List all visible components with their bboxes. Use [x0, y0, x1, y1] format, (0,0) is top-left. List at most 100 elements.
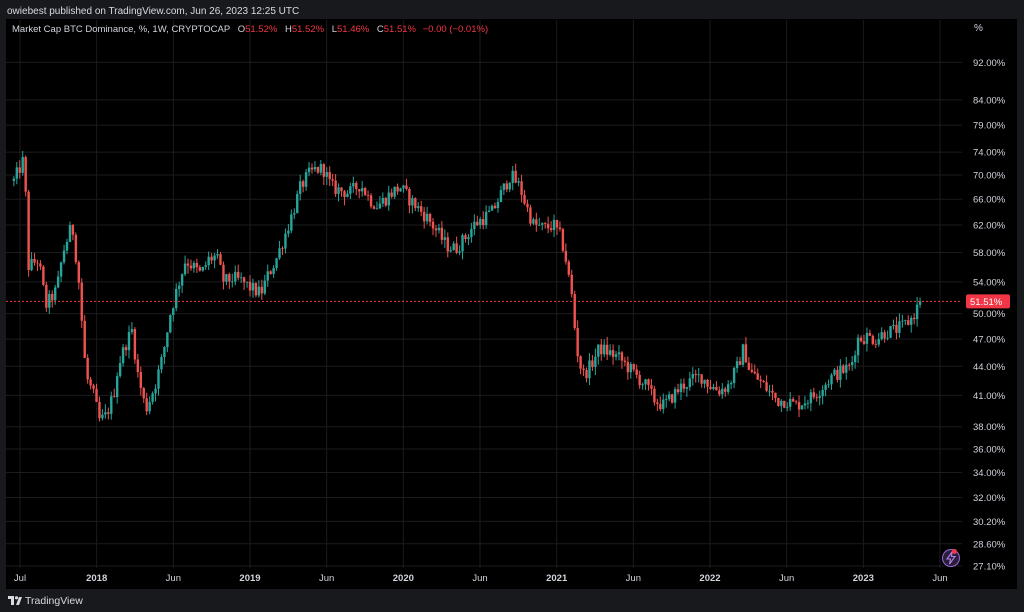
candle-body	[765, 382, 768, 391]
y-tick-label: 28.60%	[973, 539, 1006, 550]
candle-body	[133, 329, 137, 360]
candle-body	[691, 374, 694, 379]
candle-body	[420, 206, 423, 212]
candle-body	[51, 293, 54, 301]
y-tick-label: 44.00%	[973, 362, 1006, 373]
candle-body	[307, 167, 311, 173]
candle-body	[24, 157, 27, 192]
candle-body	[511, 170, 514, 183]
candle-body	[301, 181, 305, 187]
x-tick-label: Jun	[626, 573, 641, 584]
candle-body	[774, 392, 777, 398]
candles	[12, 150, 922, 422]
candle-body	[195, 262, 199, 268]
candle-body	[561, 229, 565, 251]
candle-body	[871, 335, 875, 344]
candle-body	[907, 320, 910, 325]
candle-body	[319, 164, 323, 173]
candle-body	[53, 287, 57, 301]
candle-body	[815, 397, 818, 398]
candle-body	[281, 248, 284, 250]
candle-body	[363, 188, 367, 196]
current-price-tag: 51.51%	[966, 294, 1010, 309]
symbol-legend: Market Cap BTC Dominance, %, 1W, CRYPTOC…	[12, 24, 488, 35]
candle-body	[369, 195, 373, 207]
candle-body	[703, 379, 706, 384]
candle-body	[325, 172, 328, 177]
change-value: −0.00 (−0.01%)	[422, 24, 489, 35]
candle-body	[272, 268, 275, 274]
candle-body	[417, 206, 420, 209]
candle-body	[777, 397, 780, 406]
candle-body	[915, 304, 919, 320]
candle-body	[237, 271, 240, 278]
candle-body	[487, 210, 491, 212]
y-tick-label: 47.00%	[973, 335, 1006, 346]
publisher-text: owiebest published on TradingView.com, J…	[7, 6, 300, 17]
candle-body	[700, 374, 703, 384]
candle-body	[570, 274, 573, 295]
candle-body	[443, 237, 447, 240]
candle-body	[644, 379, 647, 385]
candle-body	[665, 399, 668, 401]
candle-body	[552, 219, 556, 230]
x-tick-label: 2023	[853, 573, 874, 584]
current-price-tag-bg	[966, 294, 1010, 309]
candle-body	[842, 365, 845, 373]
y-tick-label: 27.10%	[973, 562, 1006, 573]
candle-body	[287, 230, 290, 234]
candle-body	[290, 214, 293, 231]
candle-body	[225, 274, 228, 282]
y-tick-label: 30.20%	[973, 517, 1006, 528]
candle-body	[670, 394, 674, 403]
candle-body	[476, 221, 479, 226]
candle-body	[676, 389, 680, 393]
candle-body	[496, 202, 500, 209]
candle-body	[254, 283, 258, 296]
candle-body	[656, 402, 659, 404]
candle-body	[482, 218, 485, 226]
candle-body	[603, 344, 606, 355]
open-label: O	[237, 24, 246, 35]
candle-body	[231, 281, 234, 283]
candle-body	[653, 388, 656, 403]
lightning-bolt-icon[interactable]	[942, 549, 960, 567]
candle-body	[859, 337, 863, 342]
candle-body	[219, 254, 222, 265]
candle-body	[573, 294, 576, 329]
candle-body	[505, 183, 509, 190]
candle-body	[269, 271, 272, 274]
candle-body	[543, 223, 547, 224]
candle-body	[591, 360, 594, 368]
candle-body	[437, 227, 441, 231]
candle-body	[222, 264, 225, 282]
candle-body	[809, 392, 813, 404]
candle-body	[856, 337, 860, 356]
tradingview-logo-icon[interactable]	[8, 596, 22, 606]
candle-body	[892, 324, 895, 327]
candle-body	[629, 364, 632, 373]
candle-body	[104, 412, 107, 415]
close-value: 51.51%	[383, 24, 416, 35]
candle-body	[715, 386, 718, 391]
candle-body	[201, 266, 204, 271]
candle-body	[172, 308, 175, 316]
candle-body	[390, 192, 393, 197]
candle-body	[239, 277, 243, 279]
candle-body	[343, 191, 346, 198]
candle-body	[797, 402, 801, 410]
candle-body	[375, 208, 379, 210]
candle-body	[313, 166, 317, 170]
candle-body	[115, 376, 119, 398]
candle-body	[910, 317, 913, 325]
candle-body	[393, 186, 396, 197]
candle-body	[812, 392, 816, 398]
chart-pane[interactable]	[6, 19, 1017, 589]
candle-body	[405, 185, 408, 189]
candle-body	[210, 256, 213, 261]
candle-body	[296, 193, 299, 214]
candle-body	[275, 258, 278, 269]
candle-body	[768, 390, 771, 392]
candle-body	[597, 344, 600, 357]
